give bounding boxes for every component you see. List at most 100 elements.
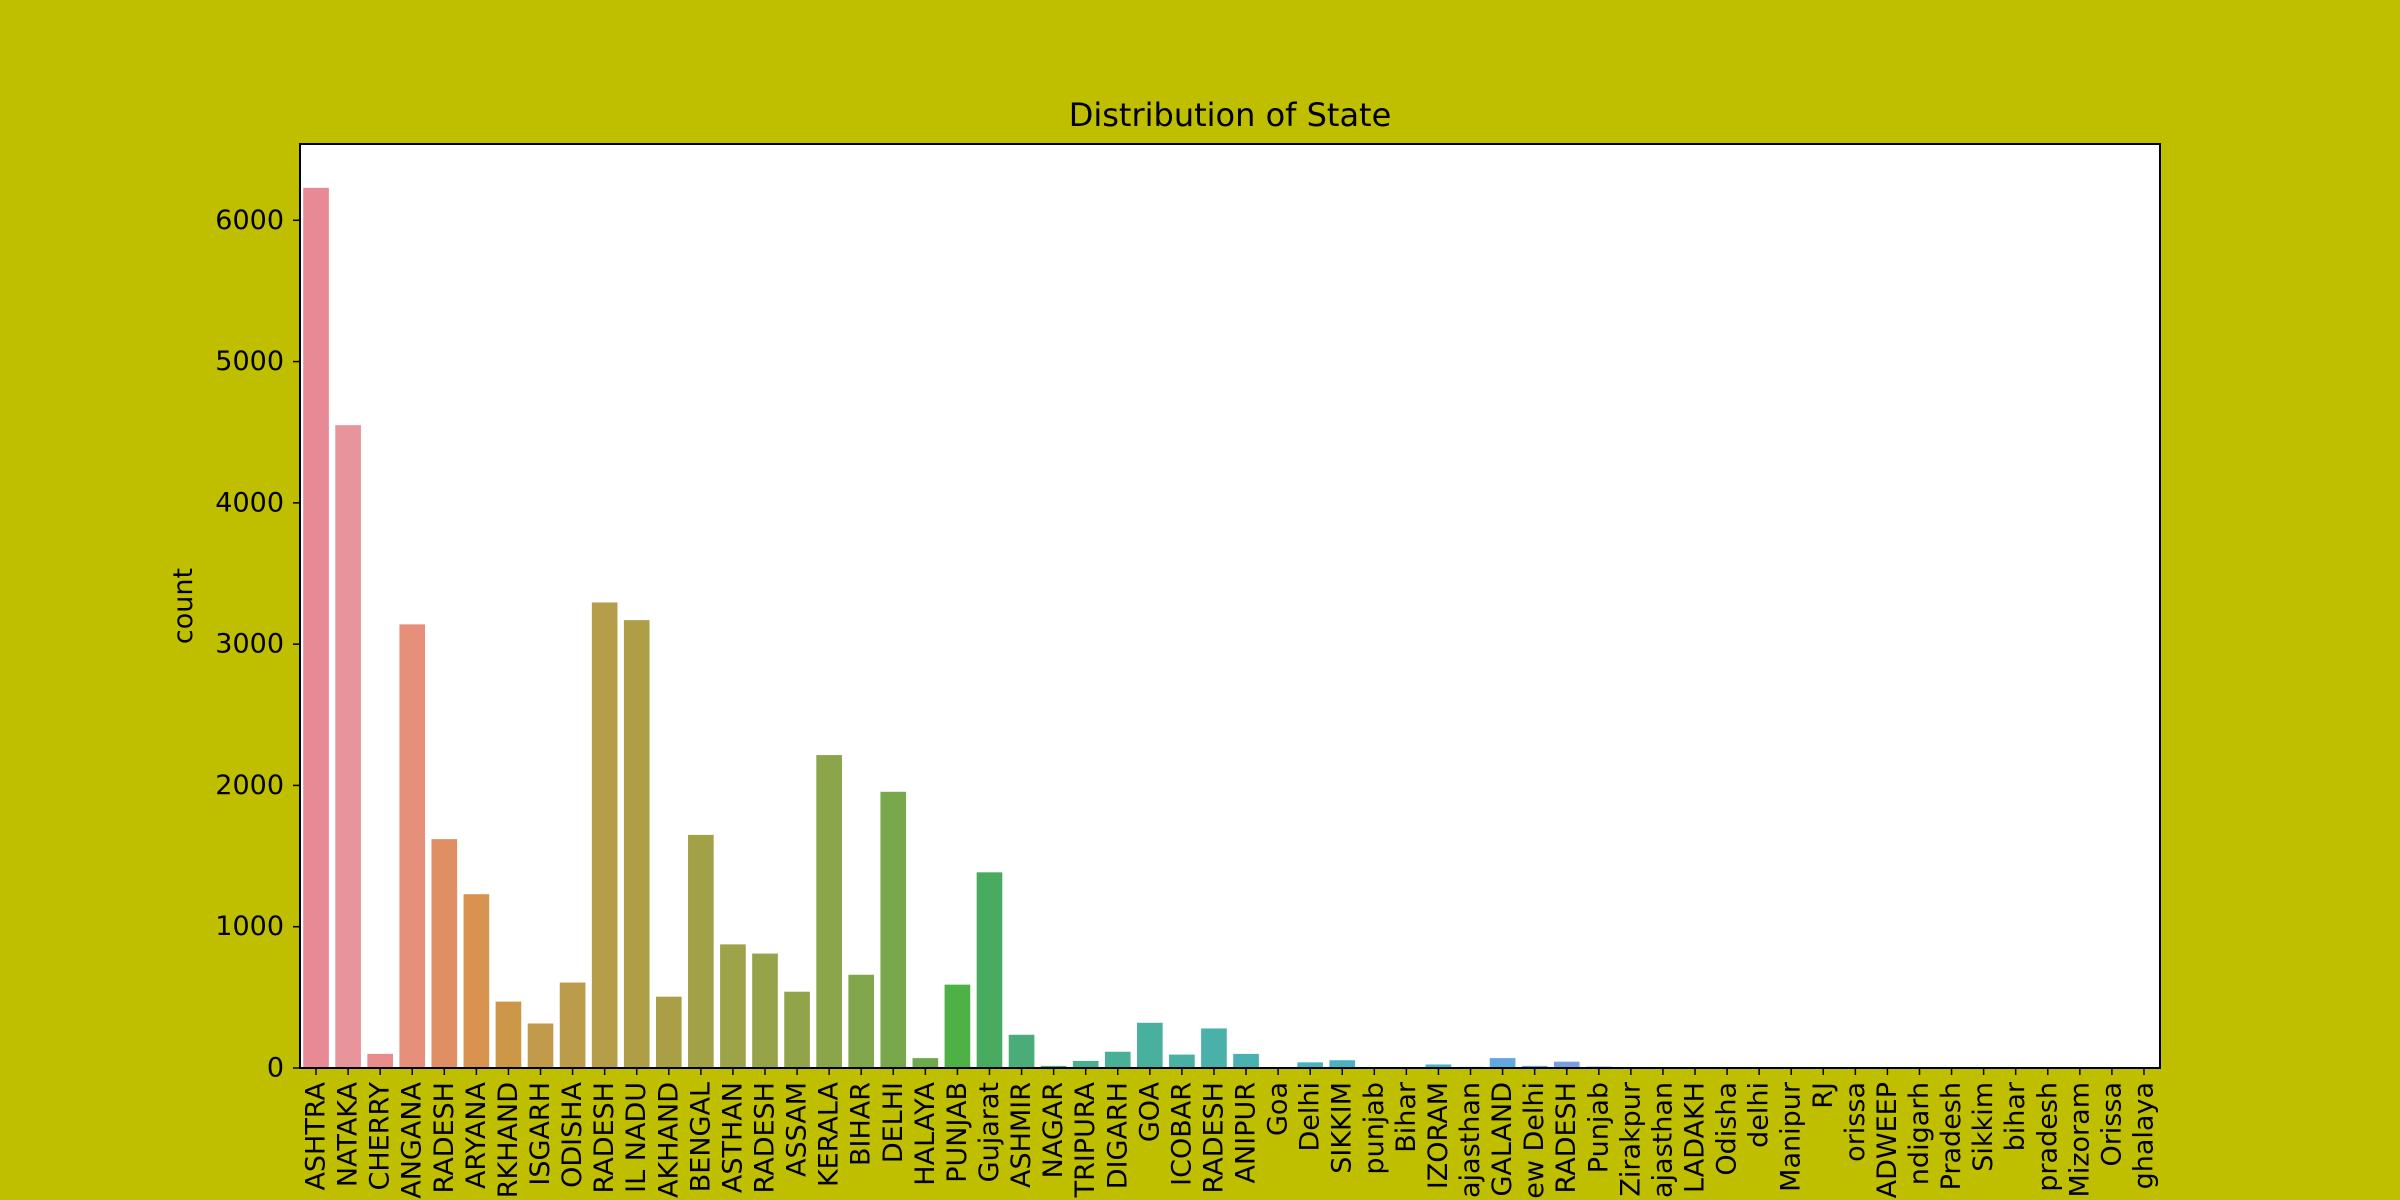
x-tick-label: CHERRY (365, 1082, 396, 1191)
bar (688, 834, 714, 1068)
x-tick-label: RADESH (589, 1082, 620, 1193)
y-axis: 0 1000 2000 3000 4000 5000 6000 (215, 205, 300, 1084)
bar (623, 620, 650, 1068)
x-tick-label: punjab (1359, 1082, 1390, 1175)
x-tick-label: SIKKIM (1327, 1082, 1358, 1174)
x-tick-label: Delhi (1295, 1082, 1326, 1152)
x-tick-label: pradesh (2032, 1082, 2063, 1192)
bar (591, 602, 618, 1068)
bar (976, 872, 1003, 1068)
x-tick-label: ASTHAN (717, 1082, 748, 1193)
bar (1329, 1060, 1356, 1068)
x-tick-label: ASHMIR (1006, 1082, 1037, 1188)
bar (912, 1058, 939, 1068)
x-tick-label: KERALA (814, 1081, 845, 1187)
x-tick-label: RADESH (1198, 1082, 1229, 1193)
chart-title: Distribution of State (1069, 96, 1392, 134)
bar (1201, 1028, 1227, 1068)
y-tick-label: 2000 (215, 770, 284, 801)
x-tick-label: TRIPURA (1070, 1081, 1101, 1198)
x-tick-label: ODISHA (557, 1081, 588, 1187)
bar (848, 974, 875, 1068)
x-tick-label: DELHI (878, 1082, 909, 1163)
x-tick-label: Bihar (1391, 1081, 1422, 1153)
x-tick-label: AKHAND (653, 1082, 684, 1198)
x-tick-label: ndigarh (1904, 1082, 1935, 1185)
bar (944, 984, 971, 1068)
bar (1521, 1065, 1548, 1068)
bar (1425, 1064, 1452, 1068)
x-tick-label: Punjab (1583, 1082, 1614, 1173)
x-tick-label: PUNJAB (942, 1082, 973, 1183)
bar (303, 187, 329, 1069)
x-tick-label: Manipur (1776, 1081, 1807, 1192)
y-tick-label: 4000 (215, 487, 284, 518)
x-tick-label: Gujarat (974, 1082, 1005, 1182)
bar (1489, 1058, 1516, 1068)
x-tick-label: Odisha (1712, 1082, 1743, 1176)
x-tick-label: RADESH (429, 1082, 460, 1193)
x-tick-label: Sikkim (1968, 1082, 1999, 1172)
bar (816, 755, 842, 1068)
x-tick-label: IL NADU (621, 1082, 652, 1193)
bar (1040, 1065, 1067, 1068)
x-tick-label: HALAYA (910, 1081, 941, 1185)
bar (399, 624, 426, 1068)
x-tick-label: DIGARH (1102, 1082, 1133, 1189)
x-tick-label: Zirakpur (1615, 1081, 1646, 1197)
bars-group (303, 187, 2157, 1069)
y-tick-label: 5000 (215, 346, 284, 377)
x-tick-label: LADAKH (1680, 1082, 1711, 1193)
x-tick-label: ADWEEP (1872, 1082, 1903, 1198)
bar (495, 1001, 522, 1068)
x-tick-label: ANGANA (397, 1081, 428, 1198)
bar (1137, 1022, 1163, 1068)
x-tick-label: GOA (1134, 1081, 1165, 1142)
bar (367, 1053, 393, 1068)
bar (880, 791, 907, 1068)
y-tick-label: 1000 (215, 911, 284, 942)
bar (1072, 1060, 1099, 1068)
x-tick-label: ew Delhi (1519, 1082, 1550, 1199)
bar (1553, 1061, 1580, 1068)
x-tick-label: ICOBAR (1166, 1082, 1197, 1186)
x-tick-label: ISGARH (525, 1082, 556, 1186)
bar (720, 944, 746, 1068)
x-tick-label: IZORAM (1423, 1082, 1454, 1189)
x-tick-label: ASSAM (782, 1082, 813, 1177)
x-tick-label: bihar (2000, 1081, 2031, 1151)
bar (527, 1023, 554, 1068)
x-tick-label: ajasthan (1455, 1082, 1486, 1198)
x-tick-label: NAGAR (1038, 1082, 1069, 1178)
bar (1297, 1062, 1323, 1068)
y-tick-label: 6000 (215, 205, 284, 236)
x-tick-label: NATAKA (333, 1081, 364, 1187)
x-axis: ASHTRA NATAKA CHERRY ANGANA RADESH ARYANA RKHA… (301, 1068, 2159, 1199)
x-tick-label: ASHTRA (301, 1081, 332, 1190)
x-tick-label: Goa (1263, 1082, 1294, 1136)
bar (784, 991, 810, 1068)
x-tick-label: ARYANA (461, 1081, 492, 1189)
bar (752, 953, 778, 1068)
bar (1104, 1051, 1131, 1068)
x-tick-label: Orissa (2096, 1082, 2127, 1167)
x-tick-label: ghalaya (2128, 1082, 2159, 1189)
x-tick-label: BENGAL (685, 1082, 716, 1192)
bar (655, 996, 682, 1068)
plot-area (300, 144, 2160, 1068)
x-tick-label: delhi (1744, 1082, 1775, 1148)
x-tick-label: Pradesh (1936, 1082, 1967, 1190)
x-tick-label: RJ (1808, 1082, 1839, 1109)
x-tick-label: Mizoram (2064, 1082, 2095, 1197)
x-tick-label: orissa (1840, 1082, 1871, 1162)
y-axis-title: count (168, 568, 199, 644)
x-tick-label: RKHAND (493, 1082, 524, 1198)
bar (335, 425, 361, 1068)
bar (463, 894, 490, 1068)
bar (1169, 1054, 1195, 1068)
bar (559, 982, 586, 1068)
x-tick-label: GALAND (1487, 1082, 1518, 1197)
x-tick-label: RADESH (1551, 1082, 1582, 1193)
x-tick-label: RADESH (750, 1082, 781, 1193)
